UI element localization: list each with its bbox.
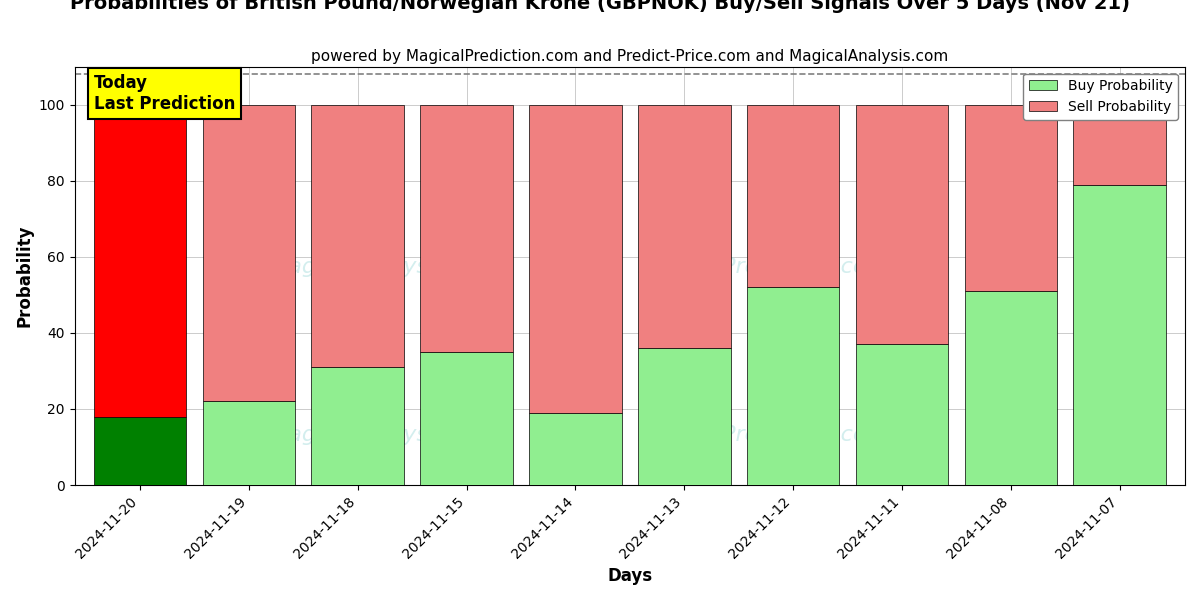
- Text: Probabilities of British Pound/Norwegian Krone (GBPNOK) Buy/Sell Signals Over 5 : Probabilities of British Pound/Norwegian…: [70, 0, 1130, 13]
- X-axis label: Days: Days: [607, 567, 653, 585]
- Text: MagicalAnalysis.com: MagicalAnalysis.com: [270, 257, 502, 277]
- Text: MagicalPrediction.com: MagicalPrediction.com: [637, 257, 889, 277]
- Bar: [203, 104, 295, 401]
- Bar: [94, 416, 186, 485]
- Bar: [529, 413, 622, 485]
- Text: Today
Last Prediction: Today Last Prediction: [94, 74, 235, 113]
- Bar: [420, 104, 512, 352]
- Bar: [856, 344, 948, 485]
- Bar: [856, 104, 948, 344]
- Bar: [638, 348, 731, 485]
- Text: MagicalAnalysis.com: MagicalAnalysis.com: [270, 425, 502, 445]
- Bar: [312, 367, 404, 485]
- Bar: [965, 291, 1057, 485]
- Bar: [1074, 104, 1166, 185]
- Bar: [1074, 185, 1166, 485]
- Legend: Buy Probability, Sell Probability: Buy Probability, Sell Probability: [1024, 73, 1178, 119]
- Bar: [638, 104, 731, 348]
- Y-axis label: Probability: Probability: [16, 224, 34, 327]
- Text: MagicalPrediction.com: MagicalPrediction.com: [637, 425, 889, 445]
- Bar: [420, 352, 512, 485]
- Bar: [94, 104, 186, 416]
- Bar: [965, 104, 1057, 291]
- Bar: [746, 104, 839, 287]
- Title: powered by MagicalPrediction.com and Predict-Price.com and MagicalAnalysis.com: powered by MagicalPrediction.com and Pre…: [311, 49, 948, 64]
- Bar: [529, 104, 622, 413]
- Bar: [746, 287, 839, 485]
- Bar: [312, 104, 404, 367]
- Bar: [203, 401, 295, 485]
